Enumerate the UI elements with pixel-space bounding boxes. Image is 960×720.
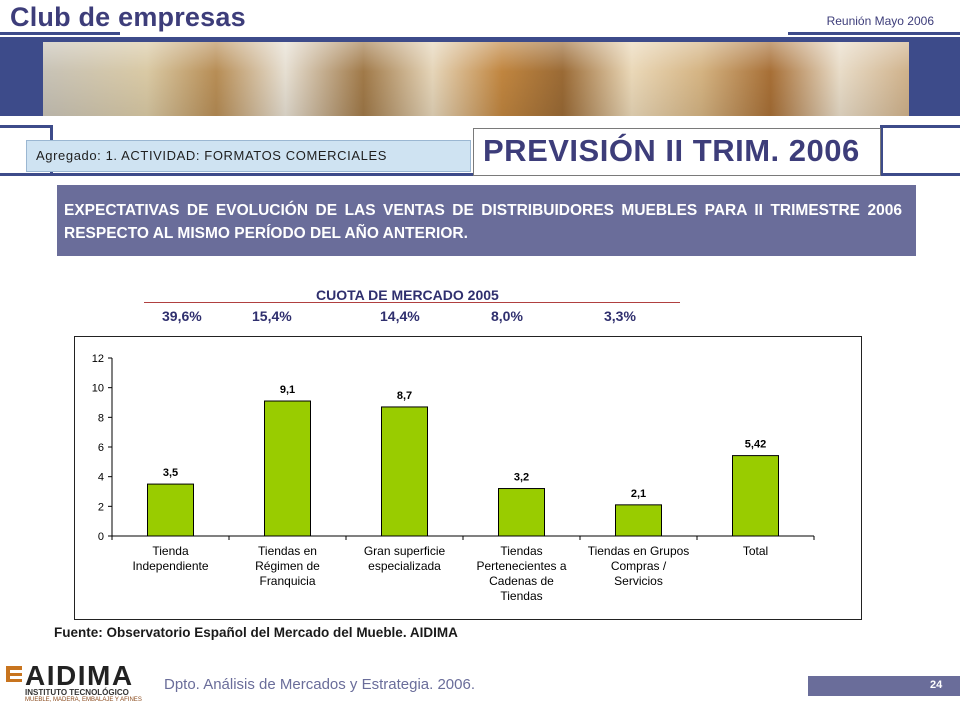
y-tick-label: 10 (92, 383, 104, 395)
page-number: 24 (930, 679, 943, 691)
y-tick-label: 2 (98, 501, 104, 513)
category-label: Tiendas (500, 589, 542, 603)
category-label: Compras / (611, 559, 667, 573)
data-label: 3,2 (514, 472, 529, 484)
bar (381, 406, 428, 537)
market-share-value: 39,6% (162, 308, 202, 324)
category-label: Pertenecientes a (476, 559, 566, 573)
source-note: Fuente: Observatorio Español del Mercado… (54, 625, 458, 640)
expectations-text: EXPECTATIVAS DE EVOLUCIÓN DE LAS VENTAS … (64, 202, 902, 242)
category-label: Tienda (152, 544, 189, 558)
y-tick-label: 8 (98, 412, 104, 424)
market-share-value: 15,4% (252, 308, 292, 324)
data-label: 9,1 (280, 384, 295, 396)
category-label: Tiendas en Grupos (588, 544, 690, 558)
aidima-logo-icon (6, 666, 22, 682)
aggregate-label: Agregado: 1. ACTIVIDAD: FORMATOS COMERCI… (36, 148, 388, 163)
aggregate-box (26, 140, 471, 172)
header-rule (0, 32, 120, 35)
y-tick-label: 12 (92, 353, 104, 365)
category-label: Independiente (132, 559, 208, 573)
header-divider (0, 37, 960, 41)
expectations-box (57, 185, 916, 256)
category-label: Total (743, 544, 768, 558)
band-rule (880, 125, 883, 175)
aidima-logo: AIDIMA (25, 660, 134, 691)
y-tick-label: 6 (98, 442, 104, 454)
logo-tagline: MUEBLE, MADERA, EMBALAJE Y AFINES (25, 697, 142, 703)
bar (147, 483, 194, 537)
y-tick-label: 0 (98, 531, 104, 543)
data-label: 3,5 (163, 467, 178, 479)
chart-frame (74, 336, 862, 620)
data-label: 8,7 (397, 390, 412, 402)
bar (264, 400, 311, 537)
category-label: Gran superficie (364, 544, 446, 558)
category-label: Tiendas en (258, 544, 317, 558)
category-label: Tiendas (500, 544, 542, 558)
furniture-banner-image (43, 42, 909, 116)
market-share-title: CUOTA DE MERCADO 2005 (316, 287, 499, 303)
bar (615, 504, 662, 537)
logo-subtitle: INSTITUTO TECNOLÓGICO (25, 688, 129, 697)
forecast-title: PREVISIÓN II TRIM. 2006 (483, 133, 860, 168)
header-bar (0, 0, 960, 37)
data-label: 5,42 (745, 439, 766, 451)
bar (498, 488, 545, 537)
category-label: Servicios (614, 574, 663, 588)
department-label: Dpto. Análisis de Mercados y Estrategia.… (164, 676, 476, 693)
band-rule (880, 125, 960, 128)
forecast-title-box (473, 128, 881, 176)
header-rule (788, 32, 960, 35)
bar (732, 455, 779, 537)
category-label: Cadenas de (489, 574, 554, 588)
market-share-rule (144, 302, 680, 303)
band-rule (0, 125, 50, 128)
category-label: Régimen de (255, 559, 320, 573)
market-share-value: 14,4% (380, 308, 420, 324)
category-label: especializada (368, 559, 441, 573)
y-tick-label: 4 (98, 472, 104, 484)
data-label: 2,1 (631, 488, 646, 500)
meeting-label: Reunión Mayo 2006 (826, 14, 934, 28)
brand-title: Club de empresas (10, 2, 246, 32)
page-number-bar (808, 676, 960, 696)
market-share-value: 8,0% (491, 308, 523, 324)
market-share-value: 3,3% (604, 308, 636, 324)
category-label: Franquicia (259, 574, 315, 588)
